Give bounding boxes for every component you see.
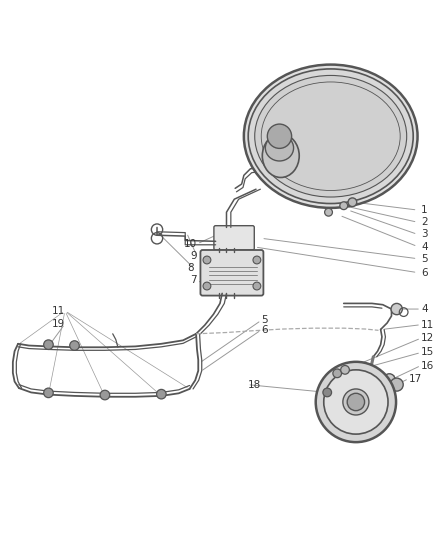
Circle shape: [100, 390, 110, 400]
Text: 6: 6: [261, 325, 268, 335]
Circle shape: [203, 282, 211, 290]
Circle shape: [325, 208, 332, 216]
Text: 5: 5: [421, 254, 427, 264]
Circle shape: [156, 390, 166, 399]
Text: 5: 5: [261, 316, 268, 325]
Ellipse shape: [248, 69, 413, 204]
Circle shape: [333, 369, 342, 378]
Circle shape: [44, 388, 53, 398]
Circle shape: [323, 388, 332, 397]
Text: 6: 6: [421, 268, 427, 278]
Text: 4: 4: [421, 241, 427, 252]
Text: 7: 7: [191, 276, 197, 285]
Text: 16: 16: [421, 360, 434, 370]
Text: 18: 18: [247, 379, 261, 390]
Text: 15: 15: [421, 348, 434, 358]
FancyBboxPatch shape: [214, 225, 254, 250]
Circle shape: [390, 378, 403, 391]
Text: 8: 8: [187, 263, 194, 273]
Circle shape: [253, 282, 261, 290]
Text: 1: 1: [421, 205, 427, 215]
Ellipse shape: [343, 389, 369, 415]
Circle shape: [348, 198, 357, 207]
Circle shape: [267, 124, 292, 148]
Circle shape: [384, 374, 395, 385]
Circle shape: [340, 202, 348, 209]
Circle shape: [347, 393, 364, 410]
Ellipse shape: [244, 64, 417, 208]
Circle shape: [341, 366, 350, 374]
Text: 9: 9: [191, 251, 197, 261]
Circle shape: [70, 341, 79, 350]
Ellipse shape: [324, 370, 388, 434]
Ellipse shape: [262, 134, 299, 177]
Text: 12: 12: [421, 333, 434, 343]
Text: 11: 11: [52, 306, 65, 316]
Text: 2: 2: [421, 217, 427, 227]
Ellipse shape: [316, 362, 396, 442]
Circle shape: [391, 303, 403, 314]
Circle shape: [44, 340, 53, 350]
Text: 10: 10: [184, 239, 197, 249]
FancyBboxPatch shape: [201, 250, 263, 296]
Text: 4: 4: [421, 304, 427, 314]
Ellipse shape: [265, 135, 293, 161]
Circle shape: [253, 256, 261, 264]
Text: 11: 11: [421, 320, 434, 330]
Text: 19: 19: [52, 319, 65, 329]
Text: 17: 17: [409, 374, 422, 384]
Text: 3: 3: [421, 229, 427, 239]
Circle shape: [203, 256, 211, 264]
Ellipse shape: [255, 76, 407, 197]
